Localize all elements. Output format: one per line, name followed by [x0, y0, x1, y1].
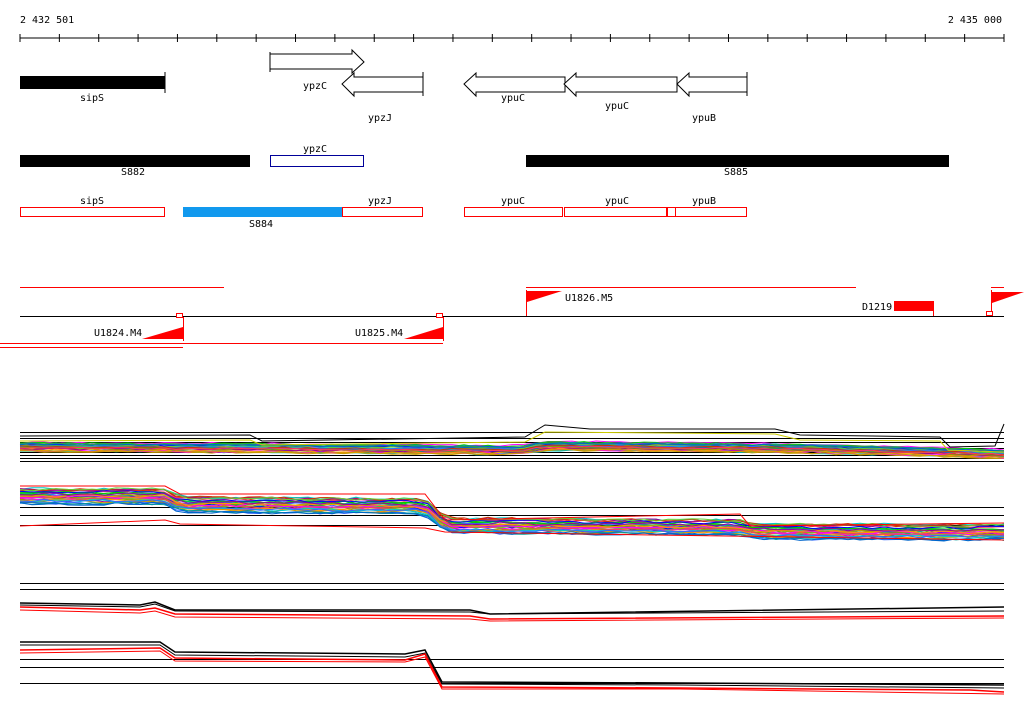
summary-trace	[20, 644, 1005, 689]
gene-ypzJ-label: ypzJ	[368, 113, 392, 124]
expression-trace	[19, 498, 1005, 539]
cds-track: sipS S884 ypzJ ypuC ypuC ypuB	[20, 196, 747, 230]
expression-profile-reverse	[19, 485, 1005, 542]
feature-D1219-block[interactable]	[894, 301, 934, 311]
ruler-start-label: 2 432 501	[20, 15, 74, 26]
feature-track: U1826.M5 D1219 U1824.M4 U1825.M4	[0, 287, 1024, 348]
summary-trace-red	[19, 609, 1005, 622]
expression-trace-high	[19, 423, 1005, 448]
gene-sipS-block[interactable]	[20, 76, 165, 89]
cds-ypuC-2-label: ypuC	[605, 196, 629, 207]
segment-ypzC-box[interactable]	[270, 155, 364, 167]
U1824-small-box	[176, 313, 183, 318]
expression-trace	[19, 492, 1005, 532]
coordinate-ruler: 2 432 501 2 435 000	[19, 15, 1005, 42]
U1824-flag-icon	[142, 327, 183, 339]
summary-profile-forward	[19, 583, 1005, 622]
summary-trace	[20, 641, 1005, 686]
segment-S884-label: S884	[249, 219, 273, 230]
gene-ypzJ-reverse-arrow[interactable]	[341, 71, 424, 98]
segment-S885-label: S885	[724, 167, 748, 178]
expression-trace	[19, 501, 1005, 542]
gene-ypzC-label: ypzC	[303, 81, 327, 92]
cds-sipS-box[interactable]	[20, 207, 165, 217]
cds-small-box[interactable]	[667, 207, 676, 217]
segment-S884-block[interactable]	[183, 207, 342, 217]
ruler-end-label: 2 435 000	[948, 15, 1002, 26]
segment-track: S882 ypzC S885	[20, 144, 949, 178]
expression-trace	[19, 494, 1005, 534]
gene-ypuC-2-label: ypuC	[605, 101, 629, 112]
feature-U1825-label: U1825.M4	[355, 328, 403, 339]
expression-trace	[19, 446, 1005, 456]
expression-trace	[19, 448, 1005, 459]
cds-ypuB-label: ypuB	[692, 196, 716, 207]
segment-S882-block[interactable]	[20, 155, 250, 167]
expression-trace	[19, 442, 1005, 452]
summary-trace-red	[19, 606, 1005, 620]
U1826-flag-icon	[527, 291, 562, 302]
cds-ypzJ-label: ypzJ	[368, 196, 392, 207]
summary-trace	[19, 603, 1005, 615]
U1825-small-box	[436, 313, 443, 318]
gene-track: sipS ypzC ypzJ ypuC ypuC ypuB	[20, 48, 748, 124]
ruler-ticks	[19, 34, 1005, 42]
expression-trace	[19, 490, 1005, 530]
summary-trace-red	[19, 650, 1005, 695]
cds-sipS-label: sipS	[80, 196, 104, 207]
U1825-flag-icon	[404, 327, 443, 339]
summary-trace-red	[19, 647, 1005, 693]
gene-ypuB-reverse-arrow[interactable]	[676, 71, 748, 98]
expression-trace	[19, 445, 1005, 456]
gene-ypzC-forward-arrow[interactable]	[269, 48, 365, 75]
right-small-box	[986, 311, 993, 316]
feature-D1219-label: D1219	[862, 302, 892, 313]
segment-ypzC-label: ypzC	[303, 144, 327, 155]
gene-ypuC-2-reverse-arrow[interactable]	[563, 71, 678, 98]
gene-ypuB-label: ypuB	[692, 113, 716, 124]
gene-ypuC-1-reverse-arrow[interactable]	[463, 71, 566, 98]
cds-ypuB-box[interactable]	[675, 207, 747, 217]
expression-trace-low	[19, 519, 1005, 541]
gene-ypuC-1-label: ypuC	[501, 93, 525, 104]
feature-U1826-label: U1826.M5	[565, 293, 613, 304]
expression-trace-high	[20, 485, 1005, 527]
cds-ypuC-1-box[interactable]	[464, 207, 563, 217]
cds-ypuC-1-label: ypuC	[501, 196, 525, 207]
cds-ypzJ-box[interactable]	[342, 207, 423, 217]
right-flag-icon	[992, 292, 1024, 303]
gene-sipS-label: sipS	[80, 93, 104, 104]
expression-profile-forward	[19, 423, 1005, 462]
summary-profile-reverse	[19, 641, 1005, 695]
segment-S882-label: S882	[121, 167, 145, 178]
segment-S885-block[interactable]	[526, 155, 949, 167]
cds-ypuC-2-box[interactable]	[564, 207, 667, 217]
feature-U1824-label: U1824.M4	[94, 328, 142, 339]
expression-trace-high	[19, 431, 1005, 453]
